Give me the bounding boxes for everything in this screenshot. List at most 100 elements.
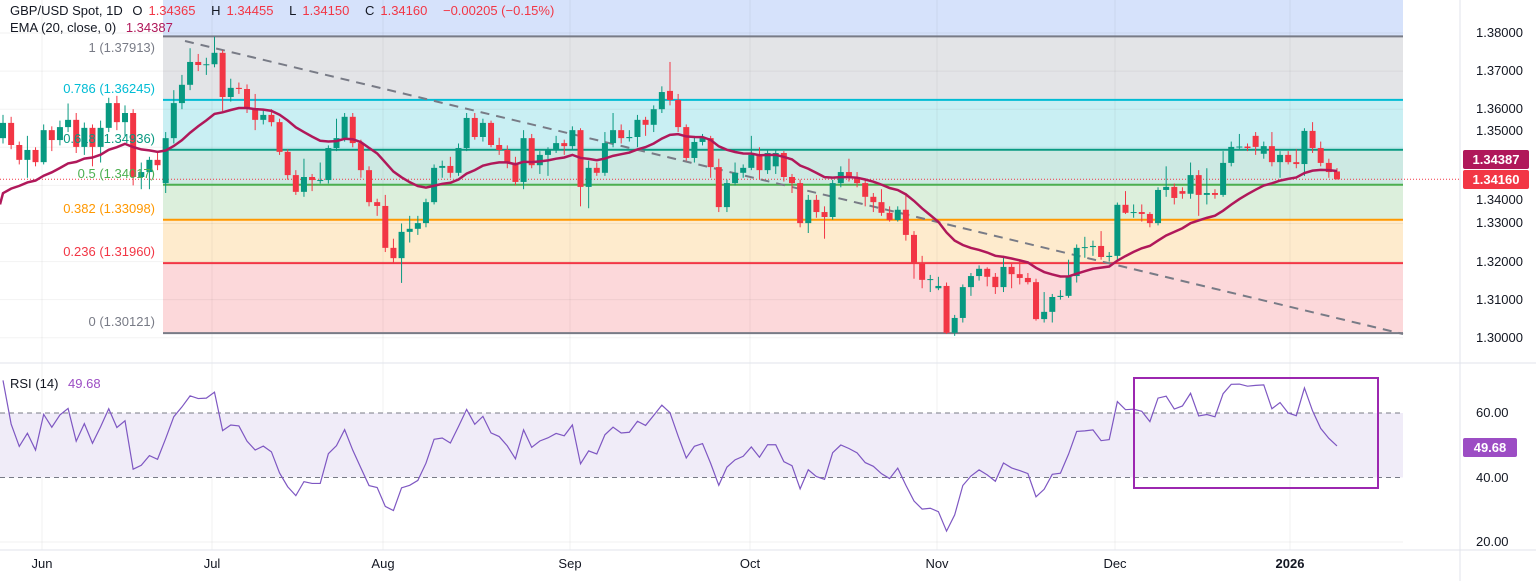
- candle-body: [780, 153, 787, 177]
- candle: [1203, 168, 1210, 205]
- candle: [1065, 259, 1072, 298]
- candle-body: [748, 154, 755, 168]
- candle: [187, 48, 194, 91]
- candle-body: [1122, 204, 1129, 213]
- candle: [65, 103, 72, 133]
- candle-body: [813, 199, 820, 213]
- candle: [1244, 143, 1251, 152]
- ema-label[interactable]: EMA (20, close, 0): [10, 20, 117, 35]
- candle: [8, 116, 15, 150]
- candle: [967, 273, 974, 296]
- candle-body: [1220, 162, 1227, 195]
- candle-body: [292, 175, 299, 192]
- candle-body: [911, 234, 918, 264]
- candle-body: [1325, 162, 1332, 173]
- high-label: H: [211, 3, 221, 18]
- candle: [854, 172, 861, 188]
- candle-body: [471, 117, 478, 137]
- candle: [162, 132, 169, 193]
- candle: [195, 53, 202, 72]
- candle-body: [422, 202, 429, 224]
- candle: [1285, 151, 1292, 165]
- candle-body: [154, 159, 161, 166]
- fib-level-label: 0.786 (1.36245): [63, 80, 155, 96]
- candle-body: [1260, 146, 1267, 154]
- fib-zone: [163, 99, 1403, 150]
- candle: [626, 130, 633, 142]
- candle-body: [666, 90, 673, 101]
- time-axis-tick: Jun: [31, 556, 53, 571]
- candle-body: [561, 143, 568, 147]
- candle: [1187, 162, 1194, 199]
- candle-body: [341, 116, 348, 139]
- fib-level-label: 0.382 (1.33098): [63, 200, 155, 216]
- candle-body: [447, 165, 454, 173]
- candle: [1228, 141, 1235, 167]
- candle-body: [1179, 191, 1186, 194]
- candle-body: [886, 212, 893, 221]
- fib-level-label: 1 (1.37913): [88, 40, 156, 56]
- candle-body: [1057, 295, 1064, 297]
- candle: [691, 135, 698, 163]
- candle-body: [0, 122, 6, 139]
- candle-body: [488, 122, 495, 145]
- candle-body: [764, 153, 771, 171]
- candle-body: [919, 263, 926, 280]
- candle: [1033, 278, 1040, 321]
- candle: [732, 162, 739, 186]
- candle-body: [943, 285, 950, 333]
- candle-body: [227, 87, 234, 97]
- candle-body: [463, 117, 470, 149]
- time-axis-tick: Dec: [1103, 556, 1127, 571]
- candle-body: [496, 145, 503, 150]
- candle-body: [504, 149, 511, 163]
- candle: [1163, 166, 1170, 197]
- candle: [878, 189, 885, 216]
- candle-body: [894, 209, 901, 221]
- candle: [16, 141, 23, 165]
- candle: [113, 95, 120, 131]
- rsi-label[interactable]: RSI (14): [10, 376, 59, 391]
- candle-body: [1268, 146, 1275, 163]
- candle: [479, 118, 486, 142]
- candle-body: [1114, 204, 1121, 256]
- candle-body: [829, 183, 836, 217]
- candle: [48, 126, 55, 152]
- candle: [520, 130, 527, 190]
- candle-body: [1008, 266, 1015, 275]
- candle-body: [122, 113, 129, 123]
- candle-body: [878, 202, 885, 213]
- candle: [1057, 290, 1064, 300]
- candle: [723, 179, 730, 213]
- candle: [390, 238, 397, 264]
- candle: [138, 162, 145, 190]
- candle-body: [967, 276, 974, 288]
- candle-body: [1309, 130, 1316, 149]
- candle: [813, 194, 820, 218]
- candle: [1220, 151, 1227, 197]
- candle-body: [626, 137, 633, 139]
- candle-body: [707, 138, 714, 168]
- candle: [610, 113, 617, 148]
- candle-body: [976, 268, 983, 277]
- price-axis-tick: 1.30000: [1476, 329, 1523, 345]
- candle-body: [439, 165, 446, 168]
- candle: [122, 105, 129, 136]
- candle-body: [1130, 212, 1137, 214]
- candle: [634, 114, 641, 148]
- candle-body: [219, 52, 226, 97]
- candle-body: [357, 143, 364, 171]
- candle-body: [1163, 186, 1170, 190]
- low-value: 1.34150: [302, 3, 350, 18]
- candle: [455, 143, 462, 176]
- candle-body: [642, 119, 649, 125]
- candle: [943, 282, 950, 334]
- candle-body: [105, 103, 112, 128]
- open-label: O: [132, 3, 143, 18]
- symbol-title[interactable]: GBP/USD Spot, 1D: [10, 3, 123, 18]
- trendline: [184, 40, 1404, 335]
- candle-body: [16, 145, 23, 160]
- fib-level-label: 0 (1.30121): [88, 314, 156, 330]
- candle-body: [732, 172, 739, 184]
